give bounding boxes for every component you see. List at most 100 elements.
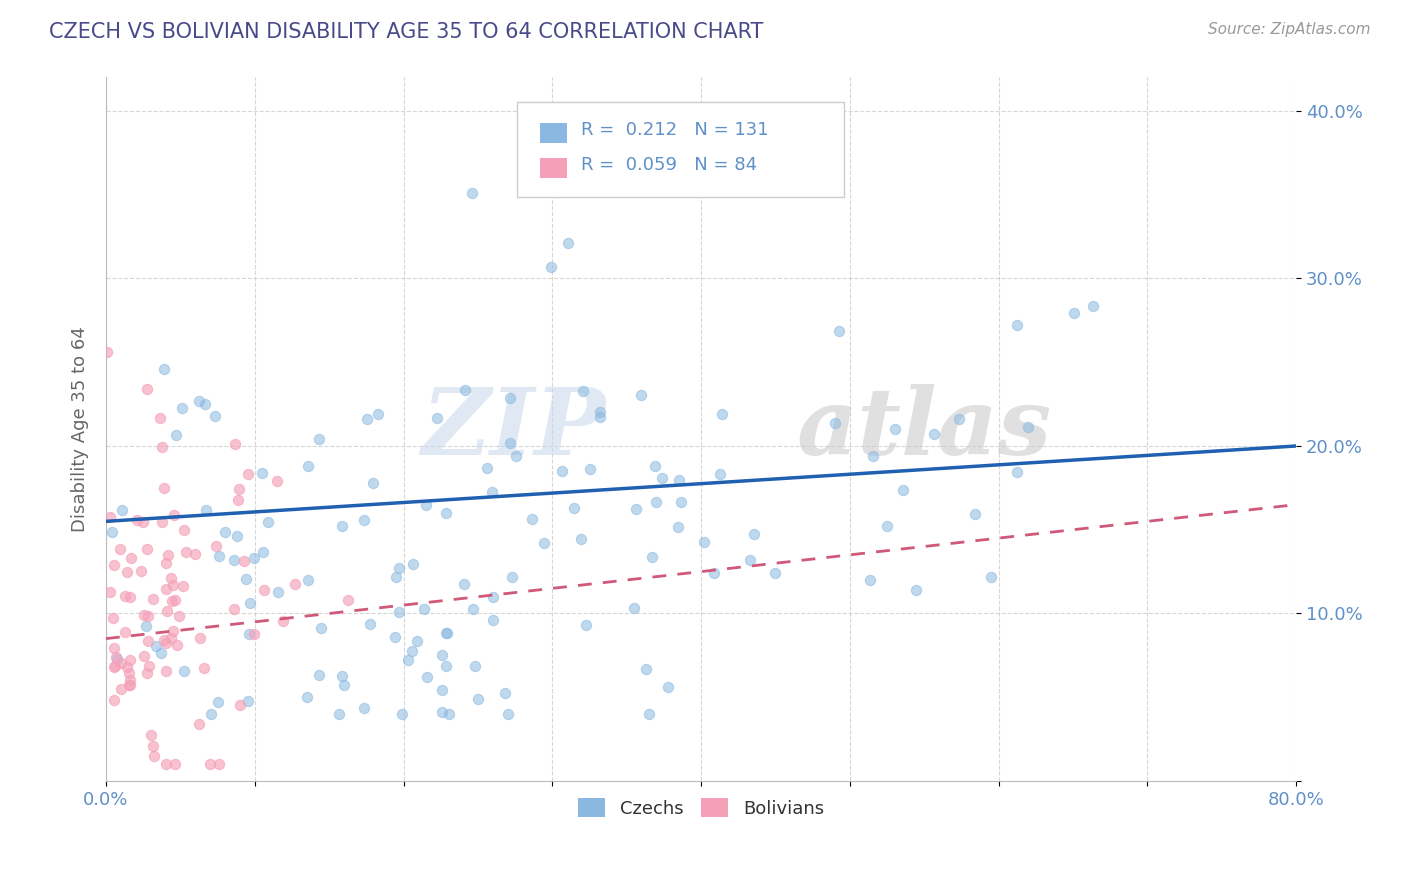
Point [1083,299,1105,313]
Point [308,668,330,682]
Point [117,565,139,579]
Point [668,473,690,487]
Point [693,534,716,549]
Point [163,508,186,522]
Point [571,384,593,399]
Point [551,464,574,478]
Point [198,757,221,772]
Point [533,536,555,550]
Point [494,686,516,700]
Text: R =  0.059   N = 84: R = 0.059 N = 84 [581,156,756,174]
Point [540,260,562,274]
Point [103,641,125,656]
Point [155,556,177,570]
Point [738,553,761,567]
Point [136,633,159,648]
Point [671,495,693,509]
Point [118,666,141,681]
Point [499,391,522,405]
Point [436,625,458,640]
Point [108,541,131,556]
Point [155,582,177,597]
Point [200,706,222,721]
Point [149,646,172,660]
Point [138,659,160,673]
FancyBboxPatch shape [540,123,567,143]
Point [257,515,280,529]
Point [153,632,176,647]
Point [120,678,142,692]
Point [624,502,647,516]
Point [142,591,165,606]
Point [150,515,173,529]
Point [467,691,489,706]
Point [120,673,142,687]
Point [388,606,411,620]
Point [501,570,523,584]
Text: ZIP: ZIP [422,384,606,475]
FancyBboxPatch shape [540,159,567,178]
Point [401,643,423,657]
Point [384,630,406,644]
Point [114,589,136,603]
Point [637,706,659,721]
Point [172,579,194,593]
Text: atlas: atlas [796,384,1052,475]
Point [398,652,420,666]
Point [630,388,652,402]
Point [142,749,165,764]
Point [173,664,195,678]
Point [139,728,162,742]
Point [136,541,159,556]
Point [238,694,260,708]
Point [165,427,187,442]
Point [252,544,274,558]
Point [367,407,389,421]
Point [162,578,184,592]
Point [644,459,666,474]
Point [207,549,229,564]
Point [157,548,180,562]
Point [742,527,765,541]
Point [388,561,411,575]
Point [1017,420,1039,434]
Point [579,461,602,475]
Point [413,602,436,616]
Point [243,626,266,640]
Point [250,466,273,480]
Point [1005,318,1028,332]
Point [229,698,252,713]
Point [562,500,585,515]
Point [188,394,211,409]
Point [295,690,318,704]
Point [330,669,353,683]
Point [214,525,236,540]
Point [96,345,118,359]
Point [356,412,378,426]
Point [482,614,505,628]
Point [482,591,505,605]
Point [120,551,142,566]
Point [114,624,136,639]
Point [252,582,274,597]
Point [136,608,159,623]
Point [430,648,453,662]
Point [98,585,121,599]
Point [118,590,141,604]
Text: R =  0.212   N = 131: R = 0.212 N = 131 [581,121,769,139]
FancyBboxPatch shape [516,102,844,197]
Point [623,600,645,615]
Text: Source: ZipAtlas.com: Source: ZipAtlas.com [1208,22,1371,37]
Point [166,638,188,652]
Point [309,621,332,635]
Point [859,573,882,587]
Point [711,407,734,421]
Point [173,523,195,537]
Point [644,494,666,508]
Point [1005,465,1028,479]
Point [703,566,725,580]
Point [361,476,384,491]
Point [948,412,970,426]
Point [426,411,449,425]
Point [129,564,152,578]
